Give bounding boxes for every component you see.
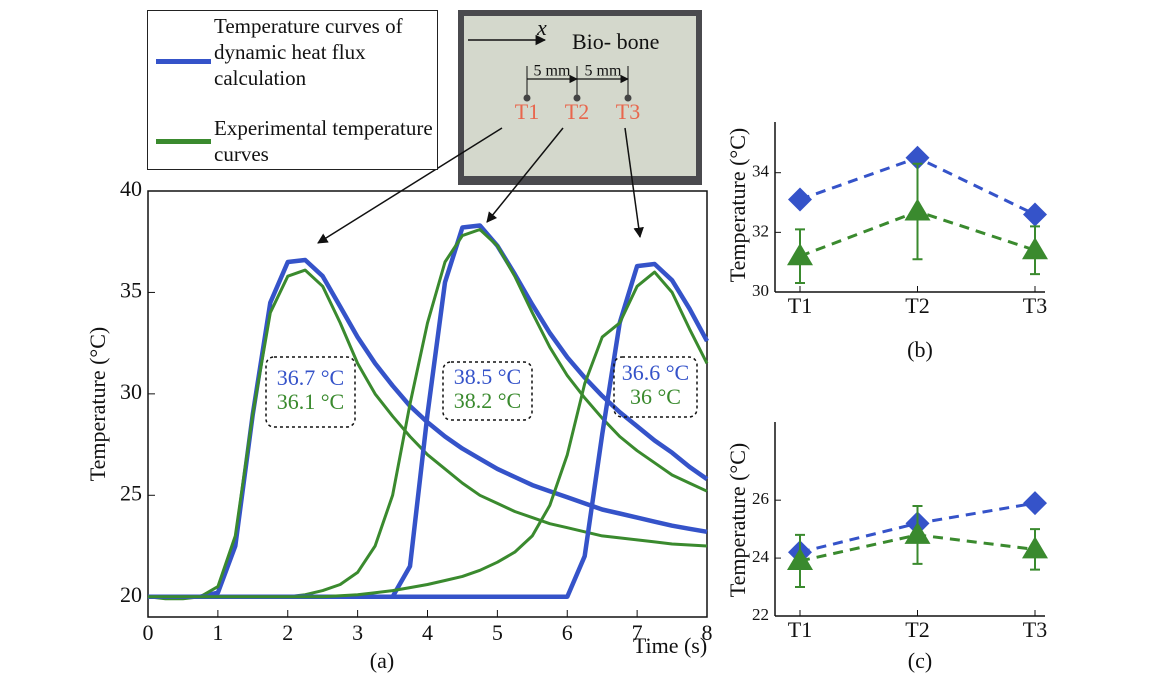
annotation-calculated: 38.5 °C [454,364,521,389]
photo-point: T3 [616,99,640,124]
y-tick-label: 34 [752,162,770,181]
x-tick-label: 8 [702,620,713,645]
x-tick-label: T3 [1023,617,1047,642]
triangle-marker [1022,237,1048,260]
x-tick-label: 5 [492,620,503,645]
y-tick-label: 35 [120,277,142,302]
x-tick-label: T3 [1023,293,1047,318]
x-tick-label: T2 [905,617,929,642]
photo-point: T2 [565,99,589,124]
photo: x Bio- bone 5 mm 5 mm T1 T2 T3 [458,10,702,185]
legend-swatch [156,59,211,64]
caption: (b) [907,337,933,362]
annotation-box [613,356,698,418]
y-tick-label: 20 [120,582,142,607]
legend-label: Experimental temperature curves [214,116,433,166]
x-tick-label: T1 [788,293,812,318]
temperature-curve [147,268,708,601]
x-tick-label: 1 [212,620,223,645]
temperature-curve [148,270,709,599]
y-tick-label: 30 [752,281,769,300]
photo-spacing: 5 mm [534,63,571,80]
callout-arrows [317,127,644,244]
y-tick-label: 32 [752,221,769,240]
caption: (a) [370,648,394,673]
x-tick-label: 4 [422,620,433,645]
x-tick-label: T1 [788,617,812,642]
triangle-marker [904,198,931,221]
annotation-experimental: 36 °C [630,384,681,409]
triangle-marker [1022,536,1048,559]
x-tick-label: 7 [632,620,643,645]
y-tick-label: 25 [120,480,142,505]
photo-axis-label: x [536,15,547,40]
legend-label: Temperature curves of dynamic heat flux … [214,14,403,90]
y-tick-label: 24 [752,547,770,566]
caption: (c) [908,648,932,673]
y-tick-label: 26 [752,489,769,508]
arrow [486,127,564,223]
photo-spacing: 5 mm [585,63,622,80]
y-tick-label: 30 [120,379,142,404]
triangle-marker [787,243,813,266]
diamond-marker [788,187,812,212]
arrow [624,127,644,239]
y-tick-label: 22 [752,605,769,624]
x-tick-label: 3 [352,620,363,645]
x-tick-label: 6 [562,620,573,645]
legend: Temperature curves of dynamic heat flux … [147,10,438,170]
temperature-curve [148,223,709,599]
photo-material: Bio- bone [572,29,659,54]
annotation-experimental: 38.2 °C [454,388,521,413]
y-axis-label: Temperature (°C) [725,443,750,597]
diamond-marker [905,145,930,170]
x-tick-label: T2 [905,293,929,318]
triangle-marker [787,547,813,570]
y-axis-label: Temperature (°C) [85,327,110,481]
annotation-experimental: 36.1 °C [277,389,344,414]
triangle-marker [904,521,931,544]
x-tick-label: 2 [282,620,293,645]
annotation-calculated: 36.7 °C [277,365,344,390]
x-tick-label: 0 [143,620,154,645]
annotation-box [442,361,533,421]
annotation-box [265,356,356,428]
annotation-calculated: 36.6 °C [622,360,689,385]
arrow [317,127,503,244]
legend-swatch [156,139,211,144]
diamond-marker [1023,491,1047,516]
diamond-marker [1023,202,1047,227]
y-tick-label: 40 [120,176,142,201]
x-axis-label: Time (s) [633,633,707,658]
y-axis-label: Temperature (°C) [725,128,750,282]
photo-point: T1 [515,99,539,124]
